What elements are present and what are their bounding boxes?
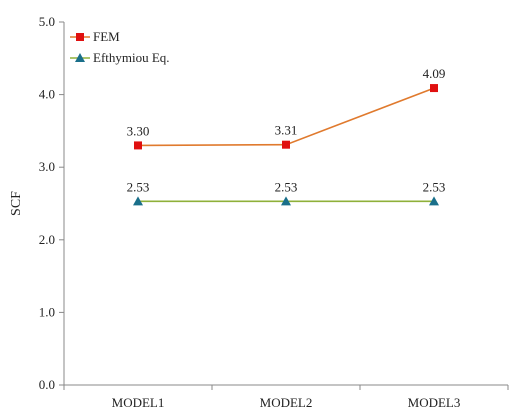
legend-marker (76, 33, 84, 41)
data-point-marker (281, 196, 291, 206)
x-tick-label: MODEL3 (408, 395, 461, 410)
y-tick-label: 1.0 (39, 304, 55, 319)
data-point-marker (134, 141, 142, 150)
data-label: 2.53 (127, 179, 150, 194)
series-layer: 3.30 3.31 4.09 2.53 2.53 2.53 (127, 66, 446, 206)
y-tick-label: 2.0 (39, 232, 55, 247)
series-0: 3.30 3.31 4.09 (127, 66, 446, 150)
data-label: 4.09 (423, 66, 446, 81)
data-point-marker (282, 140, 290, 149)
data-label: 2.53 (423, 179, 446, 194)
data-point-marker (429, 196, 439, 206)
x-tick-labels: MODEL1 MODEL2 MODEL3 (112, 395, 461, 410)
y-tick-label: 0.0 (39, 377, 55, 392)
y-tick-label: 4.0 (39, 87, 55, 102)
data-label: 2.53 (275, 179, 298, 194)
data-label: 3.31 (275, 123, 298, 138)
legend: FEM Efthymiou Eq. (70, 29, 170, 65)
legend-label: Efthymiou Eq. (93, 50, 170, 65)
data-point-marker (133, 196, 143, 206)
x-tick-label: MODEL1 (112, 395, 165, 410)
y-tick-label: 3.0 (39, 159, 55, 174)
series-1: 2.53 2.53 2.53 (127, 179, 446, 206)
data-label: 3.30 (127, 123, 150, 138)
y-axis-label: SCF (9, 191, 24, 216)
legend-label: FEM (93, 29, 120, 44)
x-tick-label: MODEL2 (260, 395, 313, 410)
data-point-marker (430, 84, 438, 93)
y-tick-label: 5.0 (39, 14, 55, 29)
axes (59, 21, 509, 390)
legend-marker (75, 53, 85, 62)
y-tick-labels: 0.0 1.0 2.0 3.0 4.0 5.0 (39, 14, 55, 392)
